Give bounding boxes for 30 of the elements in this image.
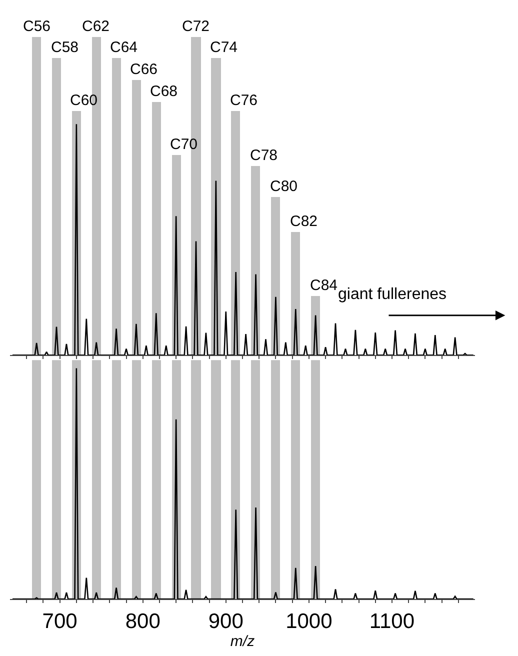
annotation: C72: [182, 18, 210, 35]
bar: [52, 58, 61, 355]
bar: [291, 232, 300, 355]
bar: [132, 80, 141, 355]
annotation: giant fullerenes: [338, 286, 447, 303]
annotation: C62: [82, 18, 110, 35]
annotation: C66: [130, 61, 158, 78]
bar: [231, 111, 240, 355]
bar: [271, 197, 280, 355]
x-tick-label: 900: [208, 610, 244, 634]
annotation: C76: [230, 92, 258, 109]
annotation: C84: [310, 277, 338, 294]
x-tick-label: 1100: [369, 610, 415, 634]
annotation: C58: [51, 39, 79, 56]
bar: [32, 37, 41, 355]
annotation: C60: [70, 92, 98, 109]
annotation: C82: [290, 213, 318, 230]
annotation: C70: [170, 136, 198, 153]
bar: [152, 102, 161, 355]
bar: [112, 58, 121, 355]
x-tick-label: 800: [125, 610, 160, 634]
annotation: C68: [150, 83, 178, 100]
x-tick-label: 1000: [286, 610, 332, 634]
annotation: C64: [110, 39, 138, 56]
x-axis-title: m/z: [230, 633, 256, 650]
annotation: C78: [250, 147, 278, 164]
annotation: C74: [210, 39, 238, 56]
annotation: C80: [270, 178, 298, 195]
x-tick-label: 700: [42, 610, 78, 634]
annotation: C56: [23, 18, 51, 35]
